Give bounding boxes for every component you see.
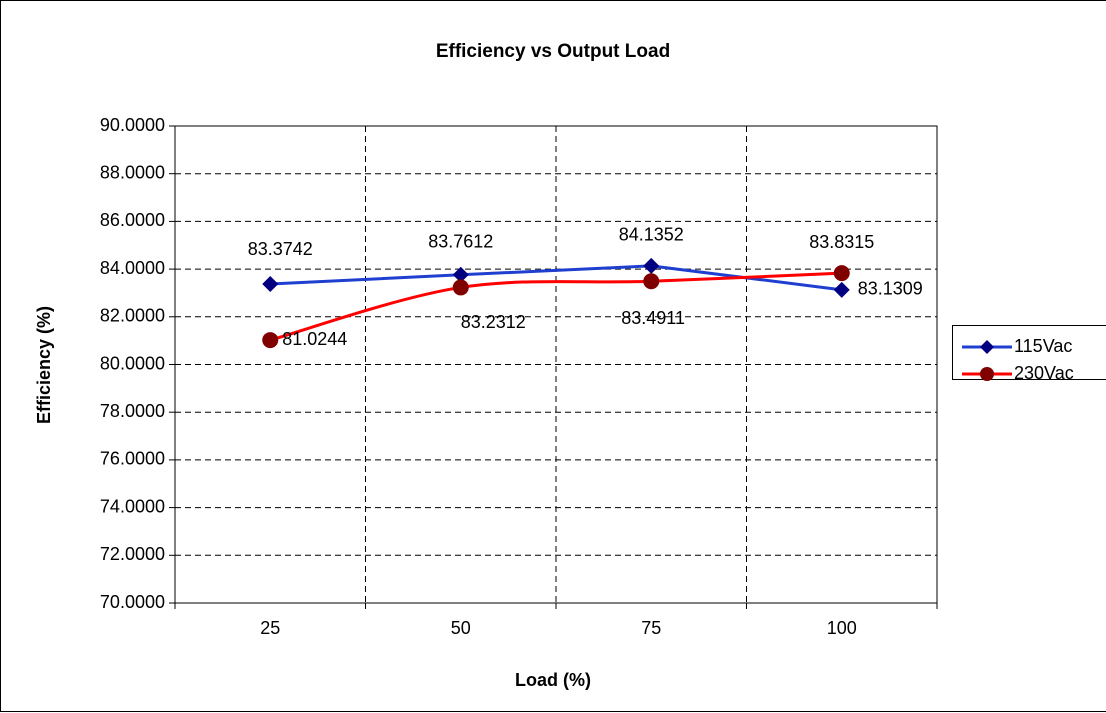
data-label: 83.1309 bbox=[858, 279, 923, 299]
data-label: 83.8315 bbox=[809, 232, 874, 252]
data-label: 83.2312 bbox=[461, 312, 526, 332]
point-marker bbox=[262, 332, 279, 349]
y-tick-label: 80.0000 bbox=[100, 353, 165, 373]
point-marker bbox=[833, 265, 850, 282]
y-tick-label: 90.0000 bbox=[100, 115, 165, 135]
x-tick-label: 50 bbox=[451, 618, 471, 638]
data-label: 83.3742 bbox=[248, 239, 313, 259]
legend-label: 115Vac bbox=[1014, 336, 1072, 356]
y-tick-label: 88.0000 bbox=[100, 162, 165, 182]
point-marker bbox=[452, 266, 469, 283]
y-tick-label: 76.0000 bbox=[100, 449, 165, 469]
x-tick-label: 75 bbox=[641, 618, 661, 638]
point-marker bbox=[643, 273, 660, 290]
y-tick-label: 72.0000 bbox=[100, 544, 165, 564]
legend-marker bbox=[980, 340, 994, 354]
y-tick-label: 78.0000 bbox=[100, 401, 165, 421]
x-tick-label: 25 bbox=[260, 618, 280, 638]
point-marker bbox=[833, 281, 850, 298]
x-axis-title: Load (%) bbox=[515, 670, 591, 690]
point-marker bbox=[643, 257, 660, 274]
legend-label: 230Vac bbox=[1014, 363, 1074, 383]
data-label: 83.4911 bbox=[621, 308, 685, 328]
plot-area bbox=[174, 125, 938, 604]
series-line bbox=[269, 271, 842, 342]
y-tick-label: 82.0000 bbox=[100, 306, 165, 326]
y-tick-label: 74.0000 bbox=[100, 496, 165, 516]
y-tick-label: 86.0000 bbox=[100, 210, 165, 230]
legend-box bbox=[952, 325, 1106, 380]
y-tick-label: 70.0000 bbox=[100, 592, 165, 612]
y-tick-label: 84.0000 bbox=[100, 258, 165, 278]
x-tick-label: 100 bbox=[827, 618, 857, 638]
data-label: 84.1352 bbox=[619, 225, 684, 245]
data-label: 81.0244 bbox=[282, 329, 347, 349]
legend-marker bbox=[980, 367, 994, 381]
point-marker bbox=[452, 279, 469, 296]
data-label: 83.7612 bbox=[428, 232, 493, 252]
point-marker bbox=[262, 276, 279, 293]
chart-title: Efficiency vs Output Load bbox=[436, 41, 670, 62]
y-axis-title: Efficiency (%) bbox=[34, 306, 54, 424]
